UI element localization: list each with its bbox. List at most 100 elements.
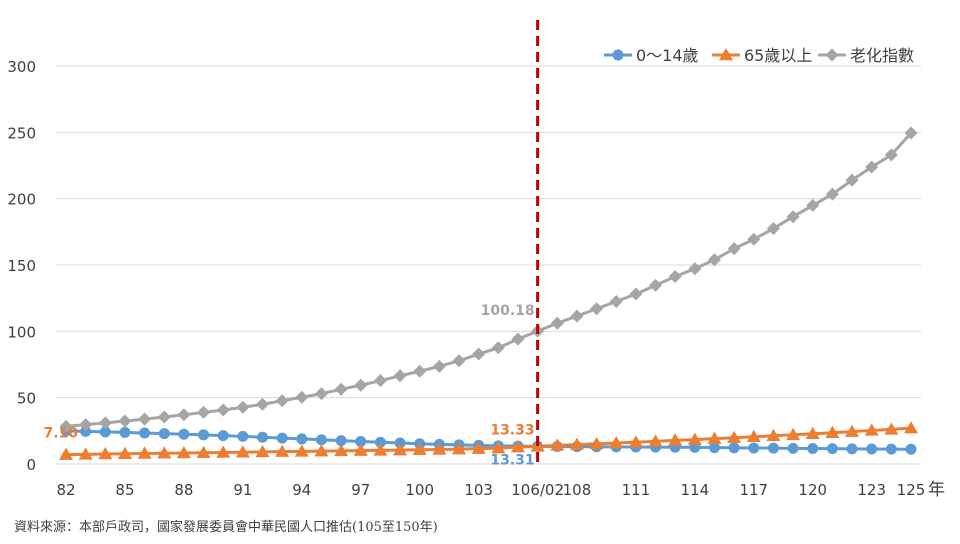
legend-item: 65歲以上 xyxy=(712,46,812,65)
y-tick-label: 300 xyxy=(7,58,36,76)
data-point xyxy=(99,426,111,438)
x-tick-label: 103 xyxy=(464,481,493,499)
data-point xyxy=(748,442,760,454)
data-point xyxy=(373,374,387,388)
data-point xyxy=(314,444,329,457)
x-tick-label: 88 xyxy=(174,481,193,499)
data-point xyxy=(217,430,229,442)
data-point xyxy=(787,442,799,454)
data-point xyxy=(491,341,505,355)
data-point xyxy=(79,418,93,432)
data-point xyxy=(393,369,407,383)
data-point xyxy=(295,390,309,404)
legend-marker xyxy=(719,48,733,61)
data-point xyxy=(746,429,761,443)
data-labels: 13.31 7.10 13.33 100.18 xyxy=(43,303,534,468)
y-tick-label: 250 xyxy=(7,124,36,142)
data-point xyxy=(846,443,858,455)
data-point xyxy=(550,438,565,451)
data-point xyxy=(570,309,584,323)
data-point xyxy=(335,435,347,447)
data-point xyxy=(255,444,270,458)
x-tick-label: 82 xyxy=(56,481,75,499)
series-line xyxy=(65,131,913,428)
y-tick-label: 100 xyxy=(7,323,36,341)
y-tick-label: 0 xyxy=(26,456,36,474)
legend-item: 老化指數 xyxy=(818,46,914,65)
data-point xyxy=(452,354,466,368)
series-diamond xyxy=(59,126,918,433)
data-point xyxy=(294,444,309,457)
data-label: 13.31 xyxy=(490,452,534,468)
data-point xyxy=(649,278,663,292)
data-point xyxy=(687,432,702,445)
data-point xyxy=(235,445,250,458)
data-label: 13.33 xyxy=(490,422,534,438)
data-point xyxy=(393,443,408,456)
y-tick-label: 50 xyxy=(17,390,36,408)
data-point xyxy=(138,412,152,426)
data-point xyxy=(176,445,191,459)
data-point xyxy=(98,416,112,430)
data-point xyxy=(807,442,819,454)
data-point xyxy=(510,440,525,453)
legend-marker xyxy=(825,48,839,62)
x-tick-label: 108 xyxy=(563,481,592,499)
data-point xyxy=(157,446,172,459)
data-point xyxy=(826,443,838,455)
data-point xyxy=(668,433,683,446)
series-layer xyxy=(59,126,918,460)
data-point xyxy=(845,424,860,437)
data-point xyxy=(905,443,917,455)
data-point xyxy=(452,442,467,455)
data-point xyxy=(197,405,211,419)
data-point xyxy=(707,253,721,267)
data-point xyxy=(353,443,368,456)
x-axis-unit: 年 xyxy=(928,480,945,500)
data-point xyxy=(727,242,741,256)
x-tick-label: 91 xyxy=(233,481,252,499)
x-tick-label: 94 xyxy=(292,481,311,499)
data-point xyxy=(589,436,604,450)
x-tick-label: 85 xyxy=(115,481,134,499)
series-line xyxy=(65,429,912,451)
data-point xyxy=(786,427,801,441)
gridlines xyxy=(56,65,921,399)
data-point xyxy=(550,316,564,330)
data-point xyxy=(432,442,447,455)
data-point xyxy=(806,198,820,212)
data-point xyxy=(609,294,623,308)
data-point xyxy=(412,442,427,456)
data-point xyxy=(315,434,327,446)
y-axis-ticks: 0 50 100 150 200 250 300 xyxy=(7,58,36,474)
data-point xyxy=(373,443,388,456)
data-point xyxy=(196,445,211,458)
data-point xyxy=(629,287,643,301)
data-point xyxy=(805,426,820,440)
data-point xyxy=(275,444,290,457)
data-point xyxy=(198,429,210,441)
data-point xyxy=(766,428,781,441)
data-point xyxy=(334,443,349,457)
x-tick-label: 106/02 xyxy=(511,481,564,499)
data-point xyxy=(256,397,270,411)
data-point xyxy=(157,410,171,424)
source-note: 資料來源：本部戶政司，國家發展委員會中華民國人口推估(105至150年) xyxy=(14,520,438,535)
series-line xyxy=(65,426,912,457)
data-point xyxy=(432,359,446,373)
legend-label: 老化指數 xyxy=(850,46,914,65)
data-point xyxy=(158,428,170,440)
x-tick-label: 117 xyxy=(739,481,768,499)
y-tick-label: 200 xyxy=(7,191,36,209)
data-point xyxy=(884,148,898,162)
legend: 0～14歲 65歲以上 老化指數 xyxy=(604,46,914,65)
data-point xyxy=(236,400,250,414)
data-label: 7.10 xyxy=(43,426,78,442)
data-point xyxy=(904,421,918,434)
data-point xyxy=(119,426,131,438)
data-point xyxy=(864,423,879,436)
data-point xyxy=(314,387,328,401)
data-point xyxy=(59,419,73,433)
